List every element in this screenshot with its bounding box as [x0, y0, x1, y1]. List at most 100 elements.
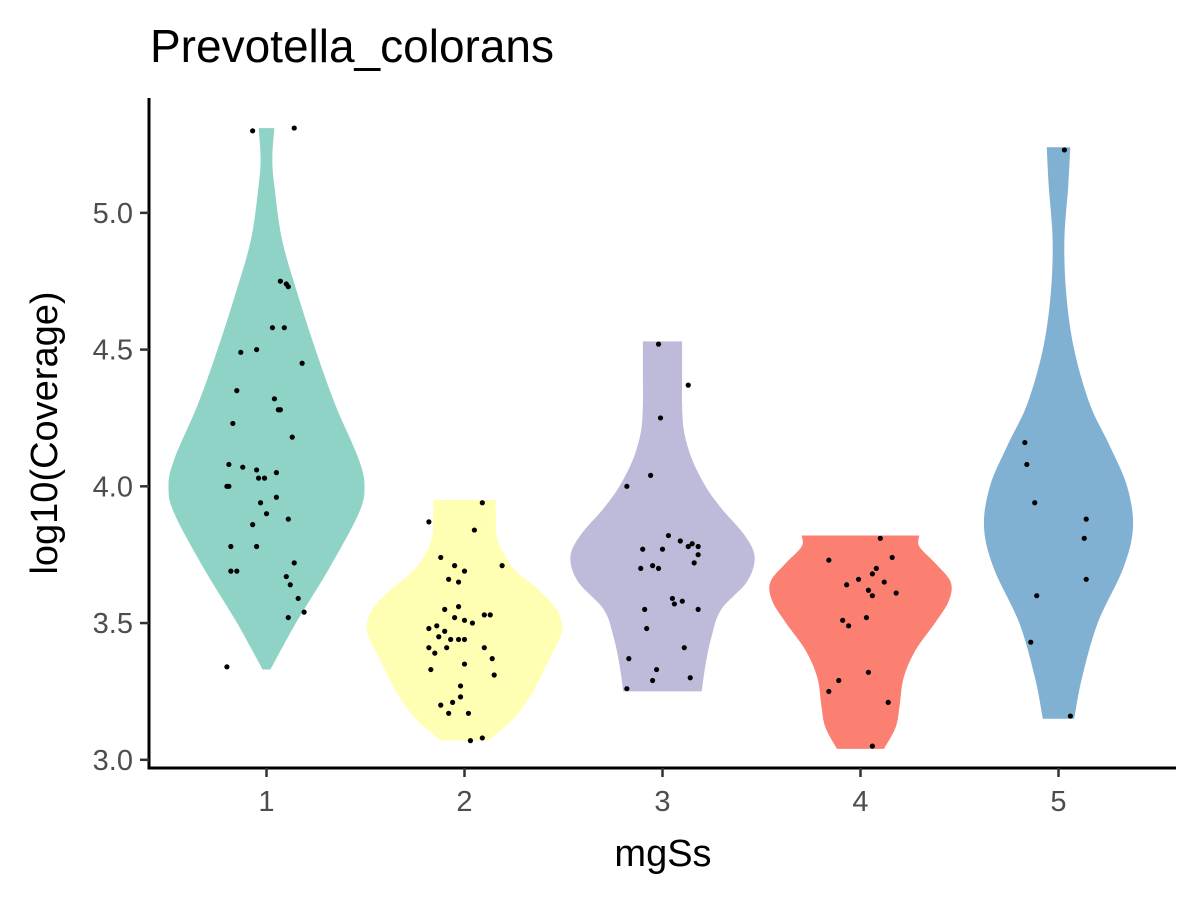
y-axis-title: log10(Coverage)	[24, 291, 66, 574]
data-point	[240, 464, 246, 470]
data-point	[254, 543, 260, 550]
data-point	[461, 636, 468, 643]
data-point	[436, 634, 442, 640]
data-point	[1022, 439, 1028, 446]
data-point	[238, 349, 244, 355]
data-point	[650, 563, 656, 569]
x-tick-label: 4	[852, 786, 868, 818]
data-point	[624, 686, 630, 692]
data-point	[455, 636, 462, 643]
data-point	[491, 672, 497, 678]
data-point	[273, 494, 279, 500]
data-point	[461, 617, 468, 623]
y-tick-label: 3.0	[93, 745, 133, 777]
violin-group-5	[983, 147, 1134, 719]
data-point	[257, 500, 264, 506]
x-tick-label: 2	[456, 786, 472, 818]
data-point	[679, 598, 685, 604]
data-point	[691, 560, 697, 566]
data-point	[650, 677, 656, 684]
data-point	[444, 645, 450, 651]
data-point	[479, 500, 485, 506]
data-point	[846, 623, 852, 629]
data-point	[893, 590, 899, 596]
data-point	[653, 666, 660, 673]
data-point	[855, 576, 862, 582]
data-point	[889, 554, 895, 561]
data-point	[426, 625, 432, 632]
data-point	[865, 587, 872, 593]
data-point	[442, 628, 448, 634]
y-tick-label: 5.0	[93, 198, 133, 230]
data-point	[481, 645, 487, 651]
data-point	[438, 554, 444, 561]
data-point	[295, 595, 301, 602]
data-point	[479, 735, 485, 741]
data-point	[881, 579, 887, 585]
data-point	[448, 636, 454, 643]
data-point	[224, 664, 230, 670]
data-point	[1083, 516, 1089, 522]
data-point	[273, 470, 279, 476]
data-point	[657, 415, 664, 421]
data-point	[461, 661, 468, 667]
data-point	[638, 565, 644, 571]
data-point	[481, 612, 487, 618]
data-point	[455, 579, 462, 585]
x-tick-label: 1	[258, 786, 274, 818]
data-point	[695, 543, 701, 550]
data-point	[665, 532, 672, 539]
data-point	[442, 606, 448, 612]
data-point	[261, 475, 268, 481]
data-point	[263, 511, 270, 517]
data-point	[461, 568, 468, 574]
data-point	[863, 614, 870, 621]
data-point	[291, 560, 297, 566]
y-ticks: 3.0 3.5 4.0 4.5 5.0	[93, 198, 149, 777]
data-point	[234, 568, 240, 574]
data-point	[677, 538, 683, 544]
data-point	[644, 625, 650, 632]
data-point	[655, 565, 662, 571]
data-point	[471, 527, 477, 533]
x-tick-label: 3	[654, 786, 670, 818]
data-point	[255, 475, 262, 481]
data-point	[1032, 500, 1038, 506]
violin-group-3	[570, 341, 755, 692]
data-point	[465, 710, 472, 716]
data-point	[826, 688, 832, 695]
data-point	[1083, 576, 1089, 582]
x-axis-title: mgSs	[614, 833, 711, 875]
data-point	[285, 516, 291, 522]
data-point	[695, 552, 701, 558]
data-point	[687, 675, 693, 681]
data-point	[277, 278, 283, 284]
data-point	[428, 666, 434, 673]
data-point	[285, 284, 291, 290]
data-point	[1081, 535, 1087, 541]
data-point	[426, 645, 432, 651]
data-point	[1061, 147, 1068, 153]
data-point	[626, 656, 632, 662]
violins	[168, 128, 1134, 749]
data-point	[1034, 593, 1040, 599]
data-point	[885, 699, 891, 705]
data-point	[669, 595, 676, 602]
data-point	[869, 593, 875, 599]
y-tick-label: 3.5	[93, 608, 133, 640]
data-point	[467, 738, 474, 744]
data-point	[469, 620, 476, 626]
data-point	[254, 346, 260, 353]
data-point	[873, 565, 879, 571]
data-point	[1024, 461, 1030, 468]
data-point	[269, 325, 276, 331]
points	[224, 125, 1089, 749]
data-point	[869, 571, 875, 577]
data-point	[426, 519, 432, 525]
data-point	[836, 677, 842, 684]
data-point	[624, 483, 630, 489]
data-point	[228, 543, 234, 550]
data-point	[228, 568, 234, 574]
data-point	[499, 563, 505, 569]
